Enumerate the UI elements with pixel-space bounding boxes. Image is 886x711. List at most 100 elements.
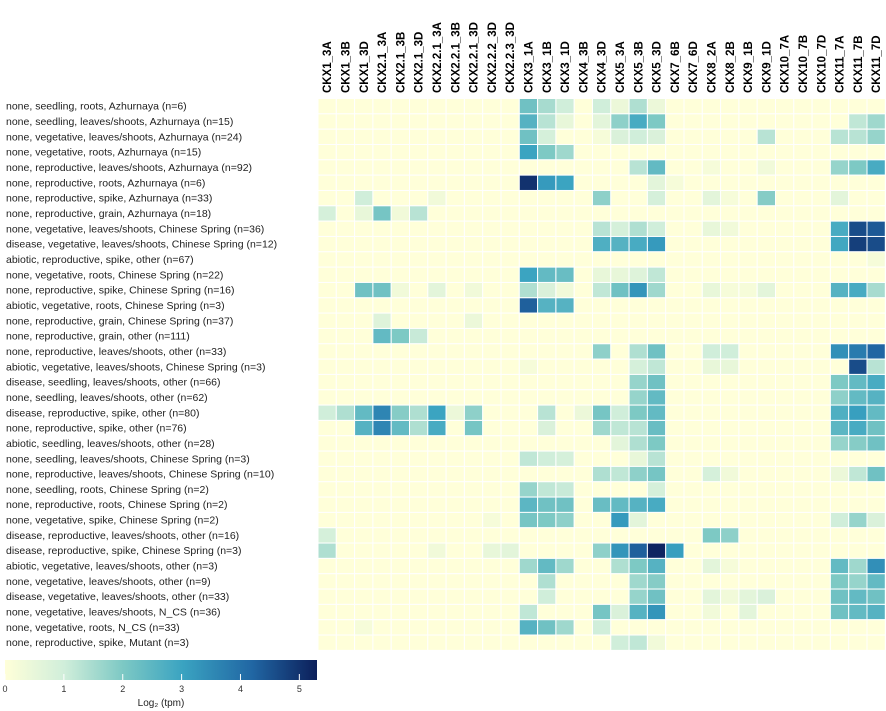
heatmap-cell: [555, 603, 575, 621]
heatmap-cell: [683, 358, 703, 375]
heatmap-cell: [738, 619, 758, 636]
heatmap-cell: [738, 481, 758, 498]
heatmap-cell: [372, 634, 392, 651]
column-label: CKX9_1D: [761, 41, 773, 93]
heatmap-cell: [848, 143, 868, 161]
heatmap-cell: [811, 496, 831, 513]
heatmap-cell: [592, 389, 612, 406]
heatmap-cell: [775, 619, 795, 636]
heatmap-cell: [683, 542, 703, 559]
heatmap-cell: [537, 419, 557, 437]
heatmap-cell: [775, 588, 795, 605]
heatmap-cell: [793, 404, 813, 421]
row-label: none, reproductive, spike, Azhurnaya (n=…: [6, 193, 212, 205]
heatmap-cell: [317, 143, 337, 161]
heatmap-cell: [427, 481, 447, 498]
heatmap-cell: [555, 159, 575, 176]
heatmap-cell: [555, 312, 575, 329]
heatmap-cell: [482, 312, 502, 329]
heatmap-cell: [573, 205, 594, 222]
heatmap-cell: [738, 603, 758, 621]
heatmap-cell: [720, 450, 740, 467]
heatmap-cell: [518, 389, 539, 406]
heatmap-cell: [390, 358, 411, 375]
heatmap-cell: [866, 205, 886, 222]
heatmap-cell: [317, 419, 337, 437]
heatmap-cell: [811, 143, 831, 161]
heatmap-cell: [683, 281, 703, 299]
heatmap-cell: [537, 297, 557, 314]
heatmap-cell: [646, 557, 667, 575]
heatmap-cell: [335, 189, 356, 207]
heatmap-cell: [646, 573, 667, 590]
heatmap-cell: [500, 619, 520, 636]
heatmap-cell: [701, 235, 722, 253]
heatmap-cell: [427, 404, 447, 421]
heatmap-cell: [628, 297, 648, 314]
heatmap-cell: [646, 450, 667, 467]
heatmap-cell: [756, 159, 777, 176]
heatmap-cell: [335, 327, 356, 345]
heatmap-cell: [555, 174, 575, 191]
heatmap-cell: [866, 588, 886, 605]
legend-tick-label: 3: [179, 684, 184, 694]
heatmap-cell: [701, 266, 722, 283]
heatmap-cell: [592, 542, 612, 559]
heatmap-cell: [500, 481, 520, 498]
column-label: CKX10_7B: [798, 35, 810, 93]
heatmap-cell: [610, 603, 630, 621]
heatmap-cell: [811, 557, 831, 575]
heatmap-cell: [848, 312, 868, 329]
heatmap-cell: [445, 603, 465, 621]
heatmap-cell: [701, 297, 722, 314]
heatmap-cell: [335, 266, 356, 283]
heatmap-cell: [610, 327, 630, 345]
heatmap-cell: [500, 404, 520, 421]
heatmap-cell: [354, 343, 374, 360]
heatmap-cell: [409, 174, 429, 191]
heatmap-cell: [683, 634, 703, 651]
heatmap-cell: [811, 235, 831, 253]
heatmap-cell: [610, 266, 630, 283]
heatmap-cell: [390, 312, 411, 329]
heatmap-cell: [335, 496, 356, 513]
heatmap-cell: [866, 189, 886, 207]
heatmap-cell: [573, 603, 594, 621]
heatmap-cell: [354, 98, 374, 115]
heatmap-cell: [390, 174, 411, 191]
heatmap-cell: [720, 312, 740, 329]
heatmap-cell: [829, 205, 850, 222]
heatmap-cell: [409, 450, 429, 467]
heatmap-cell: [866, 220, 886, 237]
heatmap-cell: [372, 251, 392, 268]
heatmap-cell: [628, 481, 648, 498]
heatmap-cell: [738, 205, 758, 222]
heatmap-cell: [555, 511, 575, 529]
heatmap-cell: [573, 297, 594, 314]
heatmap-cell: [537, 220, 557, 237]
heatmap-cell: [756, 358, 777, 375]
heatmap-cell: [354, 373, 374, 391]
heatmap-cell: [646, 527, 667, 544]
heatmap-cell: [445, 588, 465, 605]
heatmap-cell: [390, 373, 411, 391]
heatmap-cell: [775, 404, 795, 421]
heatmap-cell: [390, 205, 411, 222]
heatmap-cell: [775, 128, 795, 145]
heatmap-cell: [354, 511, 374, 529]
row-label: none, vegetative, leaves/shoots, other (…: [6, 576, 211, 588]
heatmap-cell: [409, 573, 429, 590]
heatmap-cell: [628, 573, 648, 590]
heatmap-cell: [811, 205, 831, 222]
heatmap-cell: [848, 481, 868, 498]
heatmap-cell: [409, 527, 429, 544]
heatmap-cell: [354, 281, 374, 299]
heatmap-cell: [317, 603, 337, 621]
heatmap-cell: [646, 619, 667, 636]
heatmap-cell: [482, 465, 502, 483]
heatmap-cell: [592, 235, 612, 253]
heatmap-cell: [390, 465, 411, 483]
heatmap-cell: [317, 220, 337, 237]
heatmap-cell: [756, 297, 777, 314]
heatmap-cell: [518, 588, 539, 605]
